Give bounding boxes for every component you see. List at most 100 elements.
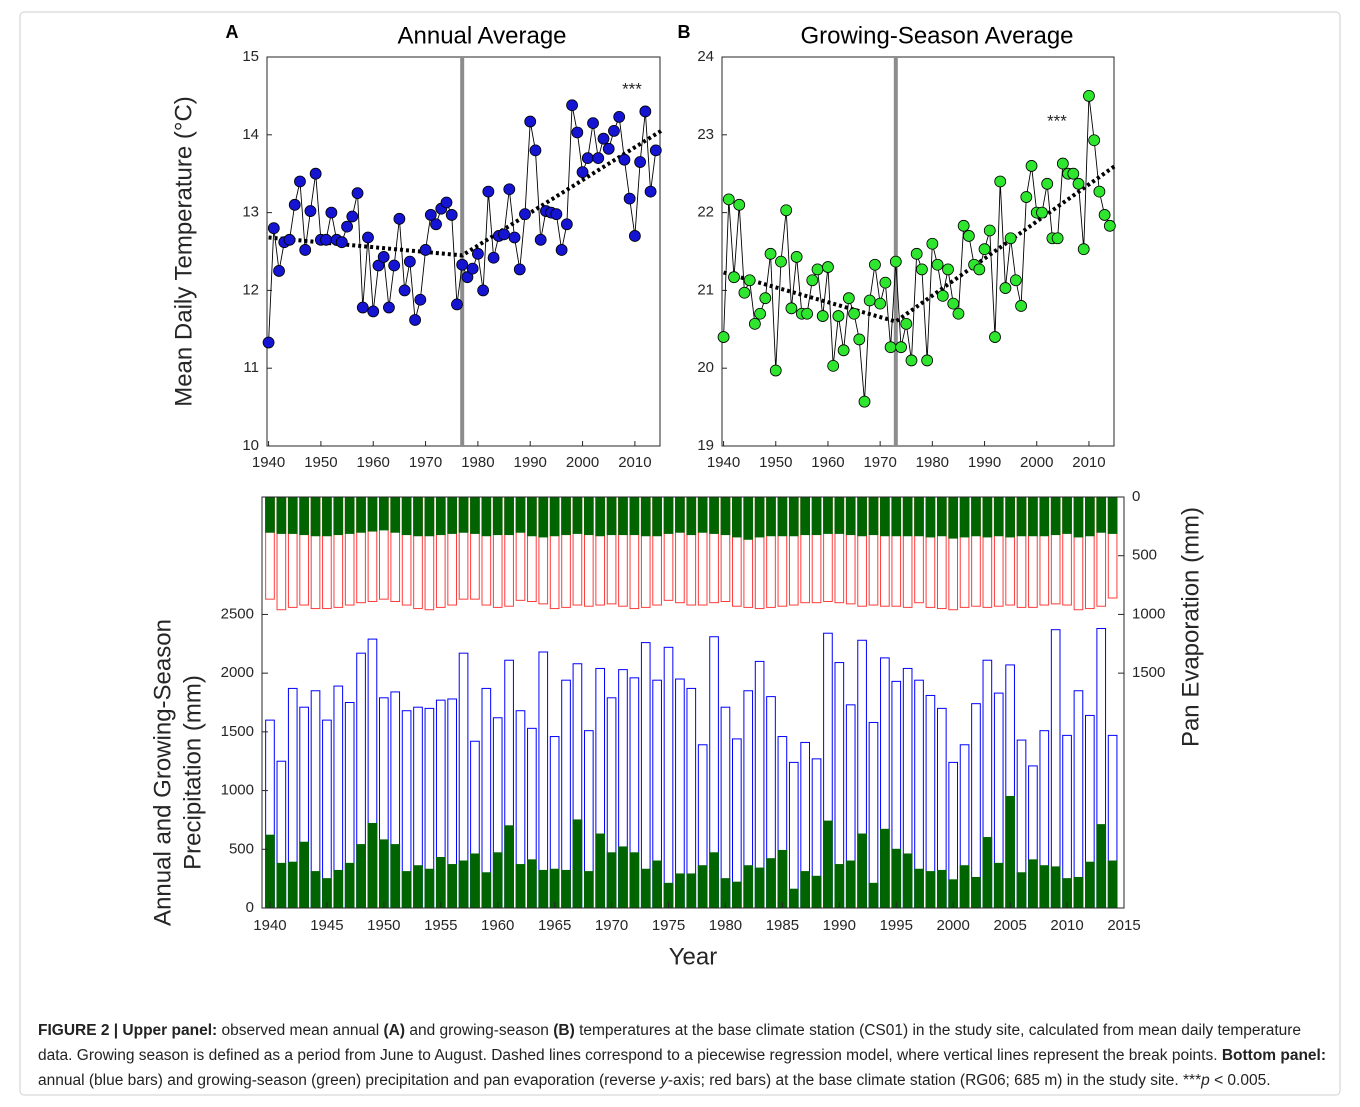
data-point — [978, 243, 991, 256]
data-point — [1067, 167, 1080, 180]
data-point — [560, 218, 573, 231]
data-point — [273, 265, 285, 277]
bar-filled — [1016, 496, 1027, 537]
bar-filled — [265, 834, 275, 909]
figure-frame — [19, 11, 1341, 1096]
bar-filled — [538, 496, 549, 538]
data-point — [921, 354, 934, 367]
data-point — [503, 183, 516, 196]
y-tick-label: 20 — [697, 359, 714, 376]
data-point — [550, 208, 563, 221]
y-tick-label: 1500 — [221, 723, 254, 740]
bar-filled — [538, 869, 549, 909]
bar-filled — [572, 819, 583, 909]
data-point — [837, 344, 850, 357]
bar-filled — [891, 848, 902, 909]
data-point — [398, 284, 411, 297]
data-point — [775, 255, 787, 268]
bar-filled — [435, 857, 446, 909]
data-point — [623, 192, 636, 205]
caption-text: (A) — [383, 1022, 406, 1039]
data-point — [498, 228, 510, 241]
x-tick-label: 1960 — [811, 454, 844, 471]
data-point — [519, 208, 531, 221]
data-point — [717, 331, 730, 343]
bar-filled — [971, 496, 981, 537]
data-point — [309, 167, 322, 180]
bar-filled — [299, 841, 309, 909]
bar-filled — [834, 864, 845, 909]
data-point — [409, 314, 421, 326]
bar-filled — [652, 496, 662, 537]
y-tick-label: 19 — [697, 437, 714, 454]
data-point — [592, 152, 605, 165]
y2-tick-label: 1500 — [1132, 664, 1165, 681]
data-point — [869, 258, 881, 271]
x-tick-label: 1940 — [707, 454, 740, 471]
data-point — [759, 292, 772, 305]
y-tick-label: 1000 — [221, 782, 254, 799]
bar-filled — [1039, 496, 1050, 537]
y-tick-label: 23 — [697, 126, 714, 143]
y-tick-label: 15 — [242, 48, 259, 65]
caption-text: FIGURE 2 | Upper panel: — [38, 1022, 218, 1039]
bar-filled — [1028, 496, 1038, 537]
data-point — [383, 301, 395, 314]
bar-filled — [1062, 496, 1072, 534]
data-point — [597, 132, 610, 145]
bar-filled — [800, 496, 810, 536]
data-point — [639, 105, 652, 118]
bar-filled — [424, 496, 435, 537]
bar-filled — [458, 496, 469, 533]
bar-filled — [310, 496, 321, 537]
bar-filled — [993, 862, 1004, 909]
data-point — [335, 236, 348, 249]
bar-filled — [868, 882, 879, 909]
bar-filled — [447, 496, 457, 534]
data-point — [325, 206, 338, 219]
x-tick-label: 1950 — [759, 454, 792, 471]
y-tick-label: 2500 — [221, 605, 254, 622]
caption-text: -axis; red bars) at the base climate sta… — [667, 1072, 1202, 1089]
data-point — [644, 185, 657, 198]
data-point — [430, 218, 442, 231]
bar-filled — [549, 496, 560, 537]
data-point — [738, 286, 751, 299]
y-axis-label: Annual and Growing-Season — [149, 619, 176, 926]
caption-text: (B) — [553, 1022, 575, 1039]
data-point — [832, 310, 845, 322]
data-point — [936, 289, 949, 302]
bar-filled — [344, 496, 355, 534]
y-tick-label: 13 — [242, 204, 259, 221]
bar-filled — [595, 496, 606, 537]
bar-filled — [1005, 496, 1015, 538]
data-point — [581, 152, 594, 165]
data-point — [827, 359, 840, 372]
bar-filled — [857, 496, 867, 537]
bar-filled — [629, 496, 640, 536]
bar-filled — [811, 875, 822, 909]
data-point — [1051, 232, 1064, 245]
caption-text: annual (blue bars) and growing-season (g… — [38, 1072, 661, 1089]
data-point — [634, 156, 647, 168]
x-tick-label: 1970 — [863, 454, 896, 471]
bar-filled — [811, 496, 822, 536]
y2-tick-label: 500 — [1132, 547, 1157, 564]
x-tick-label: 2015 — [1107, 917, 1140, 934]
bar-filled — [1096, 496, 1107, 533]
bar-filled — [925, 871, 936, 909]
data-point — [602, 142, 615, 155]
data-point — [1004, 232, 1017, 245]
bar-filled — [675, 873, 685, 909]
bar-filled — [1073, 496, 1084, 538]
bar-filled — [777, 849, 788, 909]
bar-filled — [823, 496, 833, 534]
x-tick-label: 2005 — [993, 917, 1026, 934]
data-point — [482, 185, 495, 198]
data-point — [895, 341, 907, 354]
bar-filled — [845, 860, 856, 909]
bar-filled — [891, 496, 902, 537]
bar-filled — [857, 833, 867, 909]
data-point — [1025, 160, 1038, 172]
bar-filled — [902, 496, 913, 537]
